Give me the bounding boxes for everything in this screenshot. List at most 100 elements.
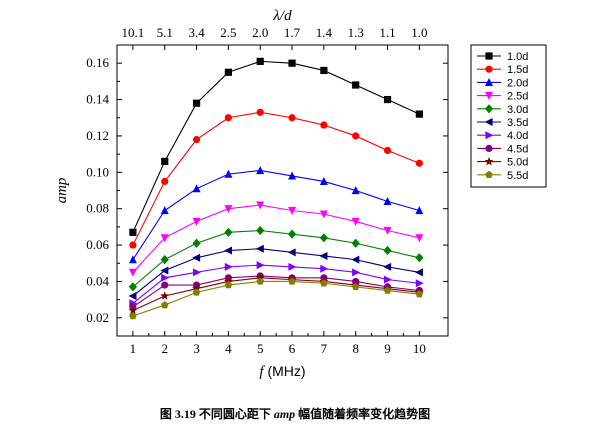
data-point xyxy=(320,121,328,129)
data-point xyxy=(224,68,232,76)
data-point xyxy=(160,206,169,215)
top-tick-label: 1.3 xyxy=(348,25,364,40)
legend-label: 3.0d xyxy=(507,104,528,116)
x-axis-title-var: f xyxy=(259,364,265,380)
data-point xyxy=(320,279,328,287)
data-point xyxy=(415,110,423,118)
legend-label: 5.0d xyxy=(507,157,528,169)
top-axis-title: λ/d xyxy=(272,8,292,24)
data-point xyxy=(415,206,424,215)
data-point xyxy=(383,275,392,284)
caption-prefix: 图 3.19 不同圆心距下 xyxy=(159,407,274,421)
data-point xyxy=(129,228,137,236)
legend-item: 5.5d xyxy=(477,170,528,182)
series-line xyxy=(132,204,420,273)
top-tick-label: 2.5 xyxy=(220,25,236,40)
x-tick-label: 8 xyxy=(352,341,359,356)
data-point xyxy=(415,234,424,243)
legend-item: 3.0d xyxy=(477,104,528,116)
top-tick-label: 10.1 xyxy=(122,25,145,40)
data-point xyxy=(287,229,297,239)
data-point xyxy=(383,146,392,155)
data-point xyxy=(160,291,170,300)
data-point xyxy=(352,268,361,277)
legend-item: 2.5d xyxy=(477,91,528,103)
x-tick-label: 9 xyxy=(384,341,391,356)
figure-caption: 图 3.19 不同圆心距下 amp 幅值随着频率变化趋势图 xyxy=(0,405,590,422)
series-2.5d xyxy=(128,201,424,277)
x-tick-label: 4 xyxy=(225,341,232,356)
data-point xyxy=(383,197,392,206)
series-line xyxy=(132,111,420,246)
x-tick-label: 7 xyxy=(321,341,328,356)
series-line xyxy=(132,248,420,297)
legend-label: 2.0d xyxy=(507,77,528,89)
data-point xyxy=(351,282,360,291)
axes: 1 10.1 2 5.1 3 3.4 4 2.5 5 2.0 6 1.7 7 1.4 8 1.3 9 1.1 10 1… xyxy=(54,8,449,380)
data-point xyxy=(352,81,360,89)
data-point xyxy=(415,253,424,263)
legend-marker xyxy=(485,78,493,86)
y-tick-label: 0.06 xyxy=(86,237,109,252)
data-point xyxy=(224,281,233,289)
data-point xyxy=(160,234,169,243)
legend-item: 5.0d xyxy=(477,157,528,169)
data-point xyxy=(224,227,233,237)
data-point xyxy=(319,177,328,186)
x-tick-label: 10 xyxy=(413,341,426,356)
legend-item: 3.5d xyxy=(477,117,528,129)
top-tick-label: 1.4 xyxy=(316,25,333,40)
y-tick-label: 0.14 xyxy=(86,92,109,107)
data-point xyxy=(129,311,137,320)
data-point xyxy=(160,301,169,309)
data-point xyxy=(256,108,264,116)
legend-label: 4.5d xyxy=(507,143,528,155)
data-point xyxy=(192,253,201,262)
caption-suffix: 幅值随着频率变化趋势图 xyxy=(295,407,431,421)
series-4.0d xyxy=(129,261,424,308)
data-point xyxy=(256,57,264,65)
data-point xyxy=(383,245,392,256)
legend-label: 1.5d xyxy=(507,64,528,76)
data-point xyxy=(320,66,328,75)
series-line xyxy=(132,229,420,288)
data-point xyxy=(161,157,169,165)
data-point xyxy=(192,268,201,277)
data-point xyxy=(192,99,201,107)
y-tick-label: 0.04 xyxy=(86,273,109,288)
data-point xyxy=(224,169,233,178)
series-1.0d xyxy=(129,57,423,236)
data-point xyxy=(319,210,328,219)
series-line xyxy=(132,264,420,304)
data-point xyxy=(255,244,264,253)
series-layer xyxy=(128,57,424,320)
data-point xyxy=(192,217,201,226)
y-tick-label: 0.02 xyxy=(86,310,109,325)
legend-item: 4.0d xyxy=(477,130,528,142)
data-point xyxy=(224,114,232,122)
data-point xyxy=(128,291,137,300)
legend: 1.0d1.5d2.0d 2.5d3.0d3.5d4.0d4.5d 5.0d5.5d xyxy=(470,44,547,188)
series-5.5d xyxy=(129,277,424,320)
legend-item: 4.5d xyxy=(477,143,528,155)
x-tick-label: 1 xyxy=(130,341,137,356)
data-point xyxy=(383,95,392,104)
top-tick-label: 2.0 xyxy=(252,25,268,40)
data-point xyxy=(288,114,296,122)
data-point xyxy=(161,177,169,186)
legend-marker xyxy=(484,118,493,126)
data-point xyxy=(256,261,265,270)
data-point xyxy=(256,166,265,175)
data-point xyxy=(320,264,329,273)
data-point xyxy=(128,305,138,315)
legend-label: 1.0d xyxy=(507,51,528,63)
data-point xyxy=(351,255,360,264)
legend-marker xyxy=(485,65,493,73)
data-point xyxy=(161,281,169,289)
top-tick-label: 1.0 xyxy=(411,25,427,40)
plot-frame xyxy=(116,44,449,337)
legend-label: 2.5d xyxy=(507,91,528,103)
data-point xyxy=(223,246,232,255)
data-point xyxy=(161,273,170,282)
top-tick-label: 1.1 xyxy=(379,25,395,40)
